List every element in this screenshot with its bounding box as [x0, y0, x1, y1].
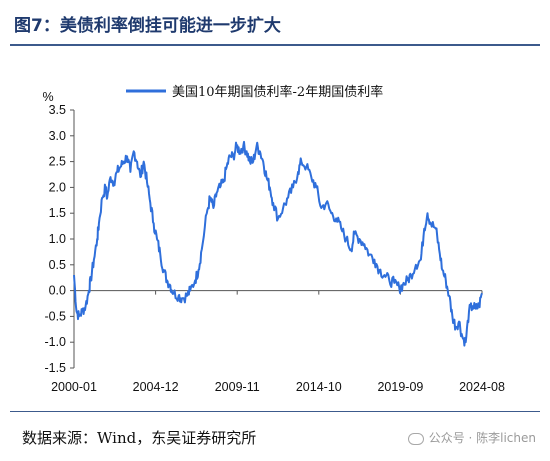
y-tick-label: 2.5: [49, 155, 66, 169]
watermark: 公众号 · 陈李lichen: [407, 426, 536, 450]
x-tick-label: 2024-08: [459, 380, 505, 394]
y-tick-label: -1.5: [44, 361, 66, 375]
y-tick-label: -0.5: [44, 309, 66, 323]
title-divider: [10, 44, 540, 46]
x-tick-label: 2009-11: [215, 380, 260, 394]
footer-divider: [10, 411, 540, 412]
watermark-label: 公众号 · 陈李lichen: [428, 431, 536, 445]
legend-label: 美国10年期国债利率-2年期国债利率: [172, 84, 383, 100]
y-axis-unit-label: %: [42, 90, 53, 104]
y-tick-label: -1.0: [44, 335, 66, 349]
source-note: 数据来源：Wind，东吴证券研究所: [22, 429, 257, 447]
wechat-icon: [407, 432, 424, 445]
figure-title: 图7：美债利率倒挂可能进一步扩大: [14, 16, 281, 36]
y-axis: 3.5 3.0 2.5 2.0 1.5 1.0 0.5 0.0 -0.5 -1.0 -1.5: [44, 103, 75, 375]
y-tick-label: 2.0: [49, 180, 66, 194]
y-tick-label: 1.0: [49, 232, 66, 246]
x-tick-label: 2004-12: [133, 380, 179, 394]
x-axis: 2000-01 2004-12 2009-11 2014-10 2019-09 2024-…: [51, 290, 505, 394]
y-tick-label: 0.0: [49, 284, 66, 298]
legend: 美国10年期国债利率-2年期国债利率: [126, 84, 383, 100]
x-tick-label: 2019-09: [377, 380, 423, 394]
y-tick-label: 3.0: [49, 129, 66, 143]
series-line: [73, 140, 483, 347]
y-tick-label: 3.5: [49, 103, 66, 117]
chart: 3.5 3.0 2.5 2.0 1.5 1.0 0.5 0.0 -0.5 -1.0 -1.5 200…: [42, 84, 505, 394]
x-tick-label: 2014-10: [296, 380, 342, 394]
y-tick-label: 0.5: [49, 258, 66, 272]
x-tick-label: 2000-01: [51, 380, 97, 394]
y-tick-label: 1.5: [49, 206, 66, 220]
